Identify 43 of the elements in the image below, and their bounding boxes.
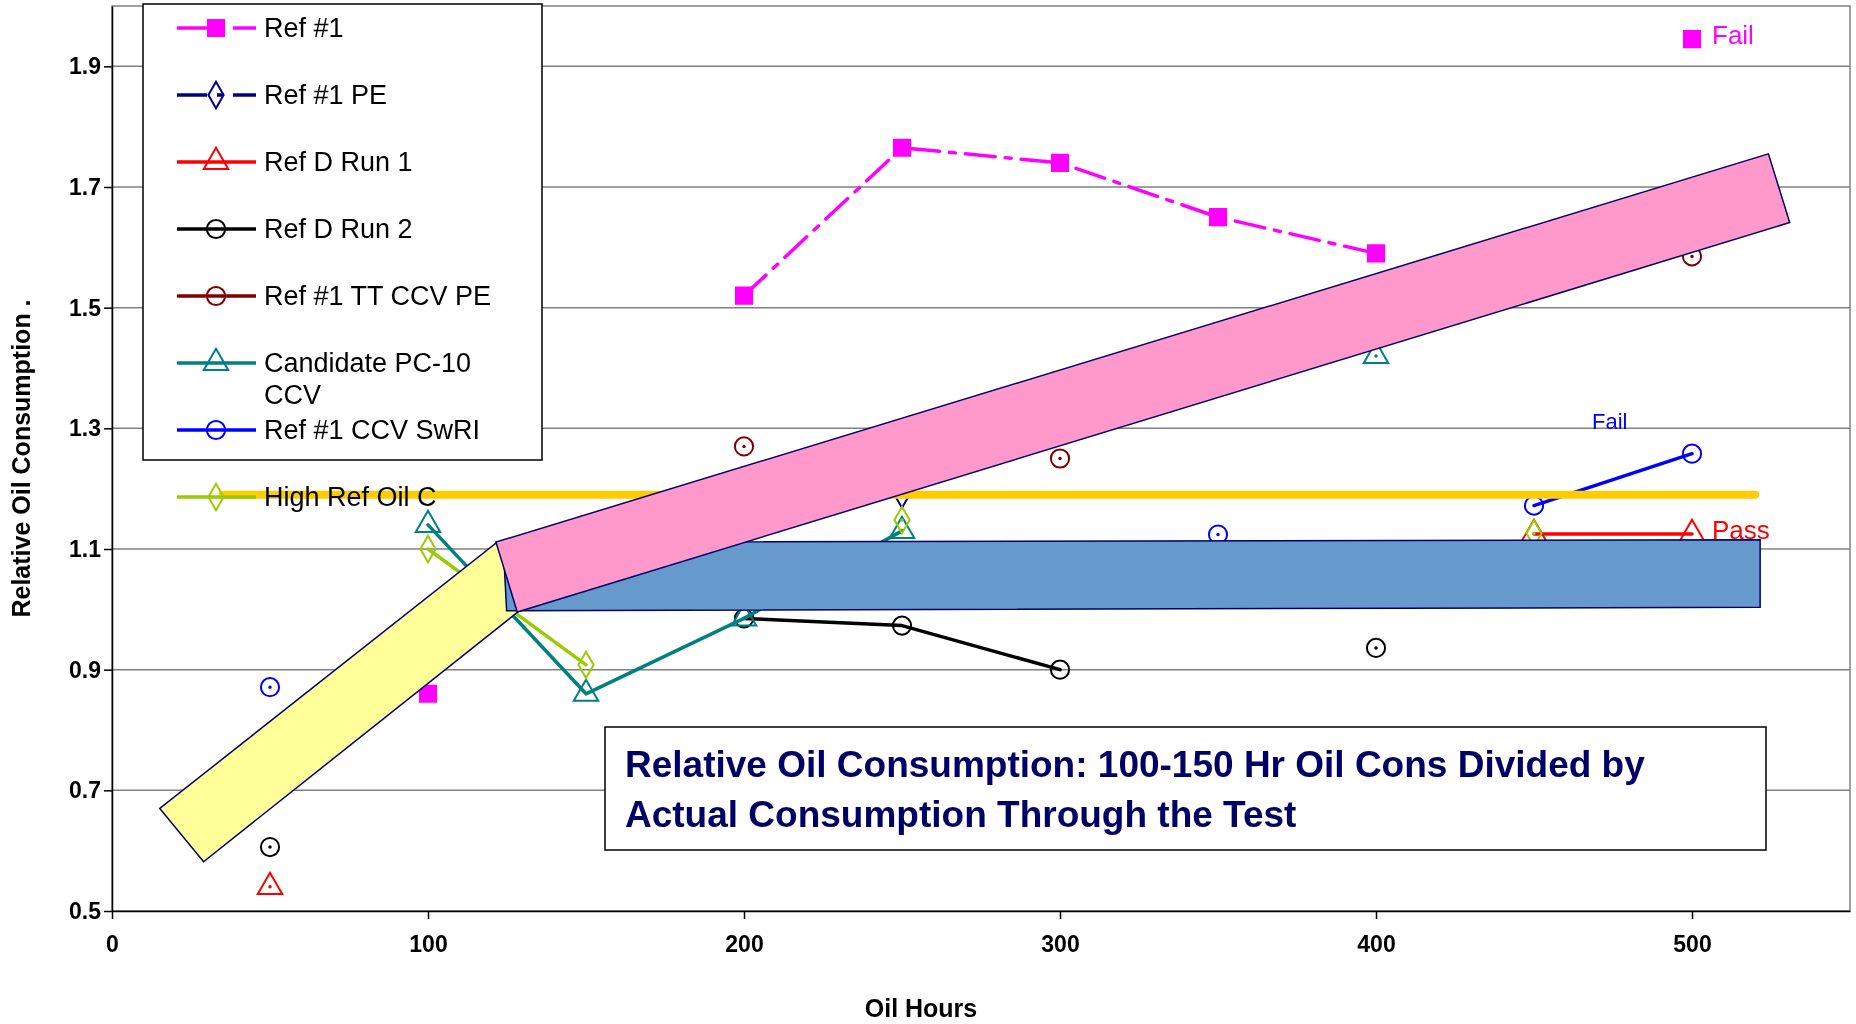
y-tick-label: 0.5 [69, 897, 102, 924]
point [259, 836, 281, 858]
x-axis-title: Oil Hours [864, 994, 978, 1022]
x-tick-label: 500 [1673, 930, 1712, 957]
legend-label: Ref #1 [264, 13, 344, 44]
x-tick-label: 200 [725, 930, 764, 957]
annotation: Pass [1712, 515, 1770, 546]
point [734, 286, 754, 305]
point [1682, 30, 1702, 49]
legend-label: Ref #1 CCV SwRI [264, 415, 481, 446]
annotation: Fail [1712, 20, 1754, 51]
point [733, 436, 755, 457]
point [892, 138, 912, 157]
point [891, 615, 913, 636]
y-tick-label: 1.3 [69, 415, 101, 442]
y-tick-label: 1.7 [69, 173, 101, 200]
legend-label: Ref #1 TT CCV PE [264, 281, 492, 312]
point [1365, 637, 1387, 659]
point [259, 677, 281, 698]
x-tick-label: 0 [106, 930, 119, 957]
point [1049, 448, 1071, 469]
x-tick-label: 300 [1041, 930, 1080, 957]
y-tick-label: 0.9 [69, 656, 101, 683]
y-tick-label: 1.1 [69, 535, 102, 562]
legend-label: Ref D Run 2 [264, 214, 413, 245]
x-tick-label: 400 [1357, 930, 1396, 957]
y-tick-label: 1.5 [69, 294, 102, 321]
point [1050, 153, 1070, 172]
y-axis-title: Relative Oil Consumption . [7, 299, 35, 618]
point [733, 608, 755, 629]
annotation: Fail [1592, 409, 1628, 435]
legend-label: Ref #1 PE [264, 80, 388, 111]
point [418, 684, 438, 703]
point [1366, 244, 1386, 263]
point [1681, 443, 1703, 464]
legend-label: Ref D Run 1 [264, 147, 413, 178]
legend-label: Candidate PC-10 CCV [264, 348, 472, 411]
y-tick-label: 1.9 [69, 53, 101, 80]
point [1208, 208, 1228, 227]
x-tick-label: 100 [409, 930, 448, 957]
y-tick-label: 0.7 [69, 777, 101, 804]
point [1049, 659, 1071, 680]
annotation: Relative Oil Consumption: 100-150 Hr Oil Cons Divided by Actual Consumption Through the Test [625, 744, 1646, 835]
